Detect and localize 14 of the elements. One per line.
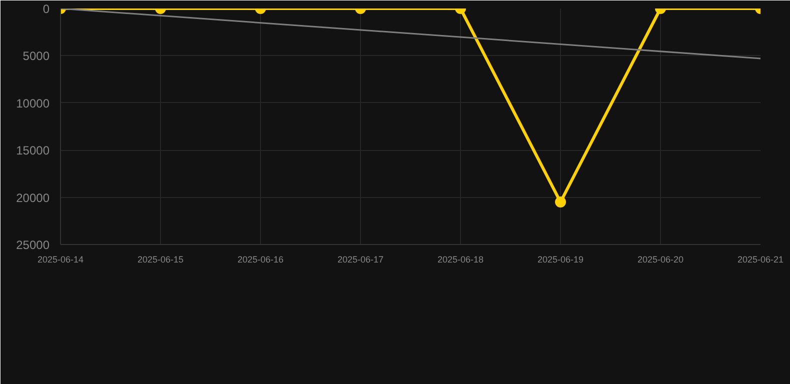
x-tick-label: 2025-06-17 <box>337 254 384 264</box>
x-tick-label: 2025-06-16 <box>237 254 284 264</box>
y-tick-label: 20000 <box>16 190 50 205</box>
x-tick-label: 2025-06-19 <box>537 254 584 264</box>
x-tick-label: 2025-06-18 <box>437 254 484 264</box>
x-tick-label: 2025-06-14 <box>37 254 84 264</box>
y-tick-label: 25000 <box>16 238 50 252</box>
y-tick-label: 5000 <box>22 49 50 64</box>
y-tick-label: 10000 <box>16 96 50 110</box>
x-tick-label: 2025-06-21 <box>737 254 784 264</box>
x-tick-label: 2025-06-20 <box>637 254 684 264</box>
x-tick-label: 2025-06-15 <box>137 254 184 264</box>
y-tick-label: 15000 <box>16 144 50 158</box>
y-tick-label: 0 <box>42 2 50 16</box>
